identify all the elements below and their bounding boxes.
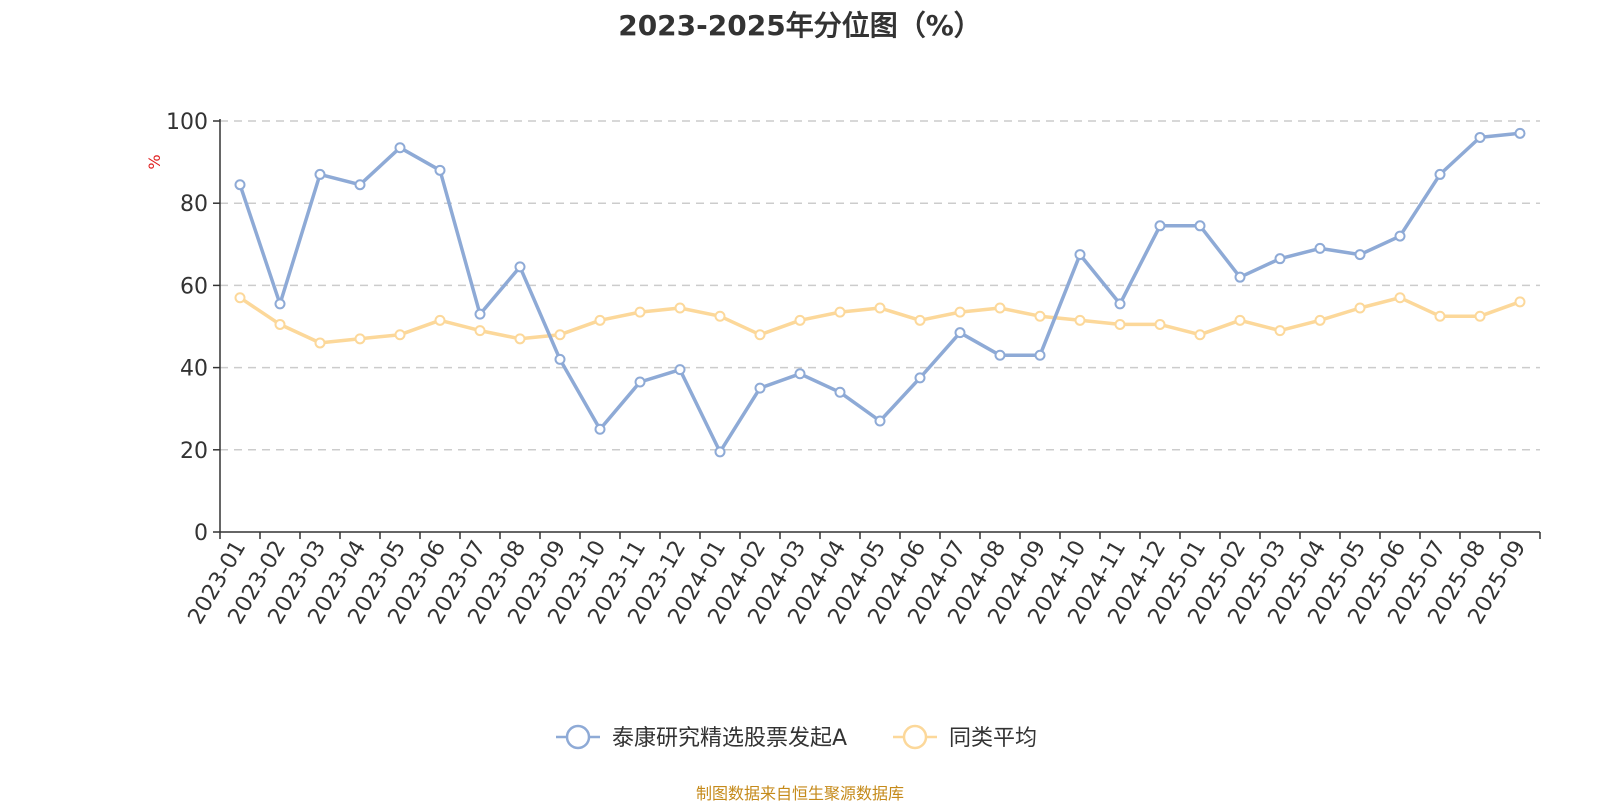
data-point-2-2023-09[interactable] [554, 329, 566, 341]
data-point-2-2023-07[interactable] [474, 325, 486, 337]
data-point-1-2024-11[interactable] [1114, 298, 1126, 310]
data-point-1-2023-12[interactable] [674, 364, 686, 376]
legend-swatch-marker-1 [565, 724, 591, 750]
y-tick-label-100: 100 [166, 110, 208, 135]
data-point-1-2023-02[interactable] [274, 298, 286, 310]
data-point-2-2023-10[interactable] [594, 314, 606, 326]
data-point-1-2023-06[interactable] [434, 164, 446, 176]
data-point-2-2023-04[interactable] [354, 333, 366, 345]
axes: 0204060801002023-012023-022023-032023-04… [166, 110, 1541, 629]
data-point-1-2023-07[interactable] [474, 308, 486, 320]
data-point-2-2025-09[interactable] [1514, 296, 1526, 308]
data-point-2-2023-05[interactable] [394, 329, 406, 341]
series-1 [234, 127, 1526, 458]
data-point-2-2024-06[interactable] [914, 314, 926, 326]
data-point-1-2024-02[interactable] [754, 382, 766, 394]
data-point-2-2024-08[interactable] [994, 302, 1006, 314]
data-point-1-2024-09[interactable] [1034, 349, 1046, 361]
data-point-2-2025-08[interactable] [1474, 310, 1486, 322]
data-point-2-2024-10[interactable] [1074, 314, 1086, 326]
data-point-2-2025-03[interactable] [1274, 325, 1286, 337]
data-point-1-2025-05[interactable] [1354, 249, 1366, 261]
data-point-1-2025-09[interactable] [1514, 127, 1526, 139]
data-point-2-2025-01[interactable] [1194, 329, 1206, 341]
data-point-1-2025-07[interactable] [1434, 168, 1446, 180]
data-point-2-2025-04[interactable] [1314, 314, 1326, 326]
data-point-1-2024-01[interactable] [714, 446, 726, 458]
data-point-2-2025-07[interactable] [1434, 310, 1446, 322]
y-tick-label-60: 60 [180, 274, 208, 299]
data-point-2-2024-02[interactable] [754, 329, 766, 341]
data-point-2-2023-06[interactable] [434, 314, 446, 326]
data-point-2-2024-11[interactable] [1114, 318, 1126, 330]
data-point-2-2023-03[interactable] [314, 337, 326, 349]
data-point-1-2024-10[interactable] [1074, 249, 1086, 261]
data-point-1-2023-11[interactable] [634, 376, 646, 388]
data-point-1-2023-09[interactable] [554, 353, 566, 365]
data-point-1-2023-04[interactable] [354, 179, 366, 191]
data-point-2-2023-11[interactable] [634, 306, 646, 318]
data-point-2-2023-08[interactable] [514, 333, 526, 345]
data-point-1-2023-08[interactable] [514, 261, 526, 273]
data-point-1-2024-03[interactable] [794, 368, 806, 380]
data-point-1-2025-06[interactable] [1394, 230, 1406, 242]
data-point-1-2024-06[interactable] [914, 372, 926, 384]
data-point-2-2024-12[interactable] [1154, 318, 1166, 330]
y-tick-label-0: 0 [194, 521, 208, 546]
legend-label-1: 泰康研究精选股票发起A [612, 726, 847, 751]
data-point-1-2024-04[interactable] [834, 386, 846, 398]
data-point-1-2024-05[interactable] [874, 415, 886, 427]
y-axis-label: % [145, 154, 164, 169]
data-point-1-2025-04[interactable] [1314, 242, 1326, 254]
data-point-2-2024-07[interactable] [954, 306, 966, 318]
data-point-2-2024-09[interactable] [1034, 310, 1046, 322]
series-2 [234, 292, 1526, 349]
series-line-1 [238, 131, 1521, 454]
data-point-2-2025-02[interactable] [1234, 314, 1246, 326]
series-lines [234, 127, 1526, 458]
data-point-1-2023-03[interactable] [314, 168, 326, 180]
data-point-2-2023-12[interactable] [674, 302, 686, 314]
y-tick-label-20: 20 [180, 439, 208, 464]
legend-item-2[interactable]: 同类平均 [893, 724, 1037, 751]
data-point-2-2023-01[interactable] [234, 292, 246, 304]
y-tick-label-80: 80 [180, 192, 208, 217]
legend-label-2: 同类平均 [949, 726, 1037, 751]
data-point-1-2025-03[interactable] [1274, 253, 1286, 265]
data-point-1-2025-01[interactable] [1194, 220, 1206, 232]
data-point-2-2023-02[interactable] [274, 318, 286, 330]
data-point-1-2025-02[interactable] [1234, 271, 1246, 283]
data-point-1-2023-01[interactable] [234, 179, 246, 191]
data-point-2-2025-06[interactable] [1394, 292, 1406, 304]
chart-title: 2023-2025年分位图（%） [618, 9, 982, 42]
data-point-1-2023-05[interactable] [394, 142, 406, 154]
data-point-1-2024-12[interactable] [1154, 220, 1166, 232]
data-point-1-2025-08[interactable] [1474, 131, 1486, 143]
data-point-2-2024-05[interactable] [874, 302, 886, 314]
data-source-note: 制图数据来自恒生聚源数据库 [695, 784, 904, 803]
y-tick-label-40: 40 [180, 357, 208, 382]
legend-swatch-marker-2 [902, 724, 928, 750]
data-point-1-2023-10[interactable] [594, 423, 606, 435]
legend[interactable]: 泰康研究精选股票发起A 同类平均 [556, 724, 1037, 751]
data-point-2-2024-03[interactable] [794, 314, 806, 326]
data-point-2-2024-04[interactable] [834, 306, 846, 318]
data-point-1-2024-07[interactable] [954, 327, 966, 339]
gridlines [220, 120, 1540, 451]
data-point-2-2025-05[interactable] [1354, 302, 1366, 314]
data-point-1-2024-08[interactable] [994, 349, 1006, 361]
data-point-2-2024-01[interactable] [714, 310, 726, 322]
legend-item-1[interactable]: 泰康研究精选股票发起A [556, 724, 847, 751]
